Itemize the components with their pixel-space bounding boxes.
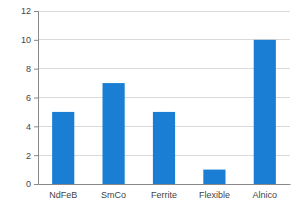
y-tick-mark (34, 126, 38, 127)
y-tick-mark (34, 11, 38, 12)
y-tick-label: 12 (21, 6, 31, 16)
bar (52, 112, 74, 184)
x-axis-line (39, 184, 291, 185)
bars (52, 40, 276, 184)
plot: 0 2 4 6 8 10 12 NdFeB SmCo Ferrite Flexible Alnico (21, 6, 291, 200)
y-tick-label: 10 (21, 35, 31, 45)
y-tick: 2 (26, 151, 38, 161)
y-tick: 6 (26, 93, 38, 103)
y-tick: 12 (21, 6, 38, 16)
x-tick-label: Ferrite (151, 190, 177, 200)
grid-line (38, 97, 290, 98)
y-tick-mark (34, 98, 38, 99)
x-tick: SmCo (101, 184, 126, 200)
x-tick-label: Flexible (199, 190, 230, 200)
x-tick-label: Alnico (253, 190, 278, 200)
y-tick-label: 0 (26, 179, 31, 189)
bar (254, 40, 276, 184)
y-tick-label: 4 (26, 122, 31, 132)
y-tick-mark (34, 40, 38, 41)
x-tick: Ferrite (151, 184, 177, 200)
y-tick-label: 8 (26, 64, 31, 74)
grid-line (38, 68, 290, 69)
chart: 0 2 4 6 8 10 12 NdFeB SmCo Ferrite Flexible Alnico (0, 0, 300, 217)
y-tick: 4 (26, 122, 38, 132)
y-tick: 10 (21, 35, 38, 45)
y-tick-mark (34, 69, 38, 70)
y-tick: 8 (26, 64, 38, 74)
x-tick-label: NdFeB (49, 190, 77, 200)
y-tick-mark (34, 155, 38, 156)
y-tick: 0 (26, 179, 38, 189)
x-tick-label: SmCo (101, 190, 126, 200)
x-tick: NdFeB (49, 184, 77, 200)
y-tick-label: 6 (26, 93, 31, 103)
x-axis: NdFeB SmCo Ferrite Flexible Alnico (39, 184, 291, 200)
grid (38, 11, 290, 184)
grid-line (38, 39, 290, 40)
x-tick: Flexible (199, 184, 230, 200)
y-axis-line (34, 12, 39, 185)
y-axis: 0 2 4 6 8 10 12 (21, 6, 39, 189)
bar (103, 83, 125, 184)
bar (203, 170, 225, 184)
x-tick: Alnico (253, 184, 278, 200)
y-tick-label: 2 (26, 151, 31, 161)
grid-line (38, 11, 290, 12)
y-tick-mark (34, 184, 38, 185)
bar (153, 112, 175, 184)
